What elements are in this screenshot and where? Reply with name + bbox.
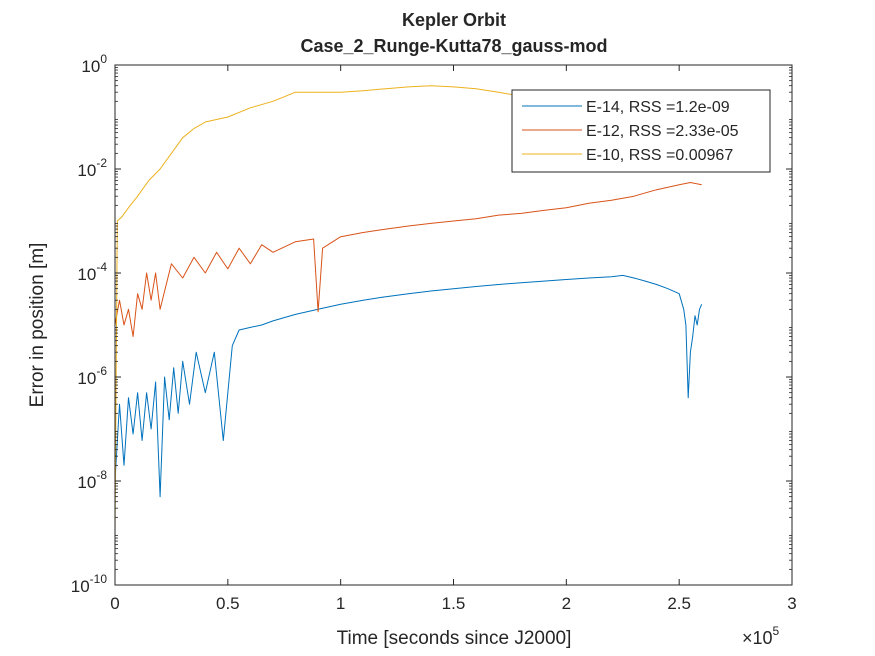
legend-entry: E-12, RSS =2.33e-05	[586, 123, 739, 140]
x-multiplier-base: ×10	[742, 628, 773, 648]
y-tick-base: 10	[71, 577, 90, 596]
y-tick-label: 10-6	[77, 364, 107, 388]
x-axis-label: Time [seconds since J2000]	[337, 628, 572, 649]
series-line-1	[114, 274, 703, 498]
chart-subtitle: Case_2_Runge-Kutta78_gauss-mod	[300, 36, 607, 56]
legend: E-14, RSS =1.2e-09 E-12, RSS =2.33e-05 E-1…	[511, 89, 771, 173]
y-tick-base: 10	[77, 369, 96, 388]
y-tick-label: 10-10	[71, 572, 108, 596]
x-tick-label: 2	[562, 594, 571, 613]
y-tick-label: 100	[81, 52, 107, 76]
series-line-2	[114, 182, 702, 337]
y-axis-label: Error in position [m]	[27, 243, 48, 408]
y-tick-exponent: -2	[96, 156, 107, 170]
legend-entry: E-14, RSS =1.2e-09	[586, 99, 730, 116]
chart-title: Kepler Orbit	[402, 10, 506, 30]
y-tick-label: 10-8	[77, 468, 107, 492]
x-multiplier: ×105	[742, 624, 780, 648]
y-tick-base: 10	[77, 265, 96, 284]
y-tick-exponent: -6	[96, 364, 107, 378]
x-tick-label: 1	[336, 594, 345, 613]
y-tick-label: 10-2	[77, 156, 107, 180]
x-tick-label: 0	[110, 594, 119, 613]
y-tick-base: 10	[77, 473, 96, 492]
x-tick-label: 2.5	[667, 594, 691, 613]
legend-entry: E-10, RSS =0.00967	[586, 147, 733, 164]
x-tick-label: 0.5	[216, 594, 240, 613]
y-tick-exponent: 0	[100, 52, 107, 66]
legend-box	[511, 89, 771, 173]
axes-box	[114, 64, 793, 586]
y-tick-exponent: -4	[96, 260, 107, 274]
y-tick-base: 10	[77, 161, 96, 180]
x-tick-label: 3	[787, 594, 796, 613]
y-tick-label: 10-4	[77, 260, 107, 284]
x-tick-label: 1.5	[442, 594, 466, 613]
y-tick-exponent: -8	[96, 468, 107, 482]
y-tick-base: 10	[81, 57, 100, 76]
y-tick-exponent: -10	[90, 572, 108, 586]
x-multiplier-exponent: 5	[773, 624, 780, 638]
